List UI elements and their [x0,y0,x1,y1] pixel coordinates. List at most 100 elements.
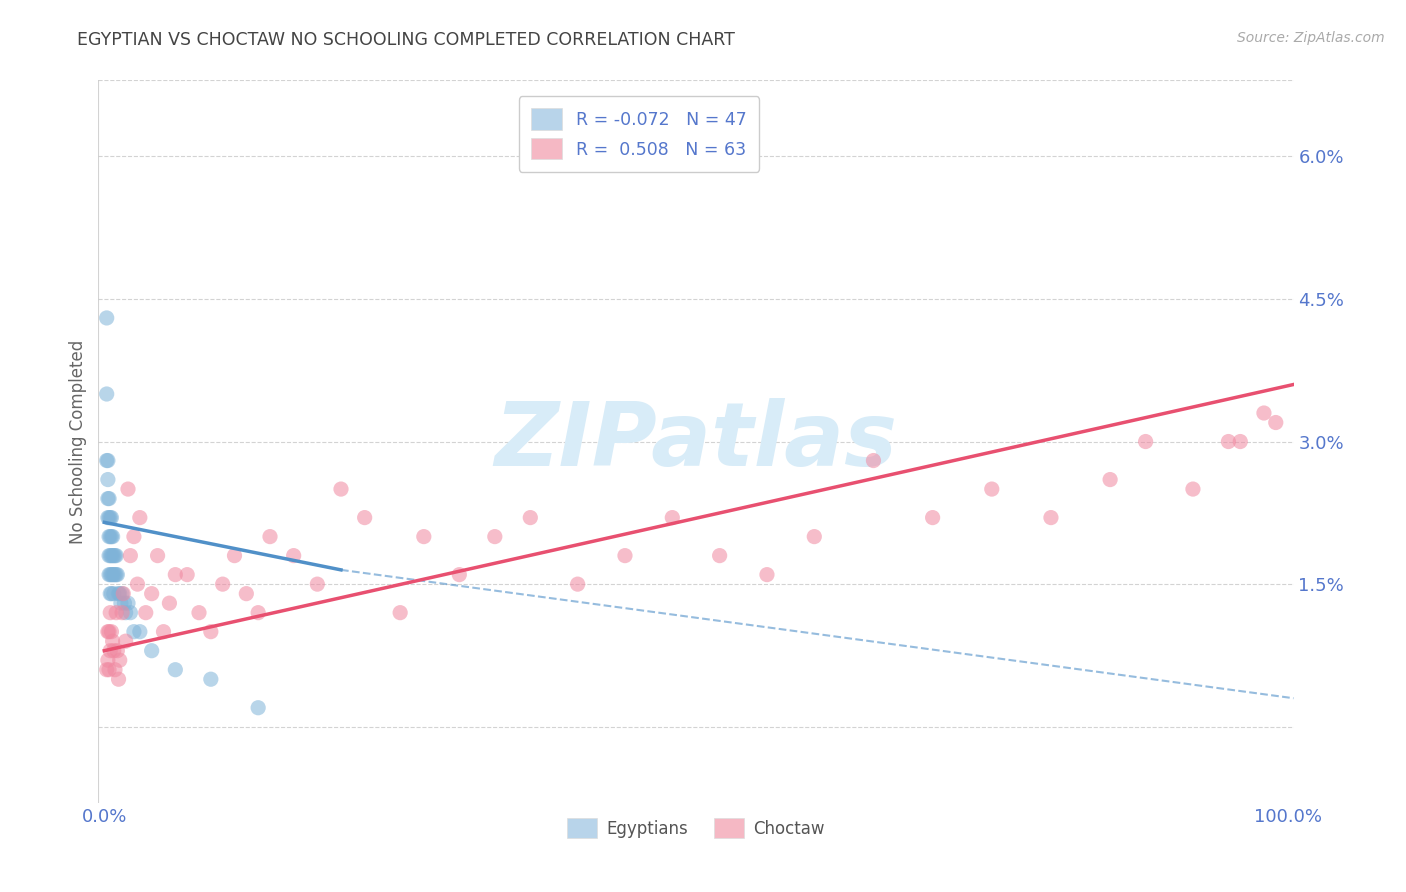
Point [98,491,121,506]
Point [111,606,134,620]
Point [211,577,233,591]
Point [188,606,211,620]
Point [117,596,139,610]
Point [103,567,125,582]
Point [105,606,128,620]
Y-axis label: No Schooling Completed: No Schooling Completed [69,340,87,543]
Point [200,624,222,639]
Point [111,587,134,601]
Point [96,453,118,467]
Point [1218,434,1240,449]
Point [100,587,122,601]
Point [141,643,163,657]
Point [112,587,135,601]
Point [98,663,121,677]
Point [104,549,127,563]
Point [1253,406,1275,420]
Point [1264,416,1286,430]
Point [101,549,124,563]
Point [200,672,222,686]
Point [152,624,174,639]
Point [96,663,118,677]
Point [307,577,329,591]
Point [104,663,127,677]
Point [120,606,142,620]
Point [128,624,150,639]
Point [100,530,122,544]
Point [259,530,281,544]
Point [107,672,129,686]
Point [108,587,131,601]
Point [101,530,124,544]
Point [103,549,125,563]
Point [107,587,129,601]
Text: Source: ZipAtlas.com: Source: ZipAtlas.com [1237,31,1385,45]
Point [105,567,128,582]
Point [97,491,120,506]
Point [98,510,121,524]
Point [97,510,120,524]
Point [803,530,825,544]
Point [98,624,121,639]
Point [122,624,145,639]
Point [98,549,121,563]
Point [100,510,122,524]
Point [141,587,163,601]
Point [980,482,1002,496]
Point [165,663,187,677]
Point [105,643,128,657]
Point [114,634,136,648]
Point [98,530,121,544]
Point [661,510,683,524]
Point [98,510,121,524]
Point [862,453,884,467]
Legend: Egyptians, Choctaw: Egyptians, Choctaw [560,812,832,845]
Point [353,510,375,524]
Point [567,577,589,591]
Point [101,567,124,582]
Point [114,596,136,610]
Point [389,606,412,620]
Point [484,530,506,544]
Point [120,549,142,563]
Point [108,653,131,667]
Point [103,643,125,657]
Point [519,510,541,524]
Point [100,567,122,582]
Point [921,510,943,524]
Point [614,549,637,563]
Point [101,634,124,648]
Point [157,596,180,610]
Point [283,549,305,563]
Point [105,567,128,582]
Point [110,596,132,610]
Point [224,549,246,563]
Point [709,549,731,563]
Point [114,606,136,620]
Point [97,624,120,639]
Point [98,587,121,601]
Point [97,653,120,667]
Text: ZIPatlas: ZIPatlas [495,398,897,485]
Point [412,530,434,544]
Point [1039,510,1062,524]
Text: EGYPTIAN VS CHOCTAW NO SCHOOLING COMPLETED CORRELATION CHART: EGYPTIAN VS CHOCTAW NO SCHOOLING COMPLET… [77,31,735,49]
Point [135,606,157,620]
Point [449,567,471,582]
Point [330,482,353,496]
Point [96,310,118,325]
Point [98,643,121,657]
Point [103,587,125,601]
Point [117,482,139,496]
Point [176,567,198,582]
Point [98,567,121,582]
Point [1181,482,1204,496]
Point [247,606,270,620]
Point [127,577,149,591]
Point [1135,434,1157,449]
Point [96,387,118,401]
Point [247,700,270,714]
Point [1099,473,1122,487]
Point [165,567,187,582]
Point [98,530,121,544]
